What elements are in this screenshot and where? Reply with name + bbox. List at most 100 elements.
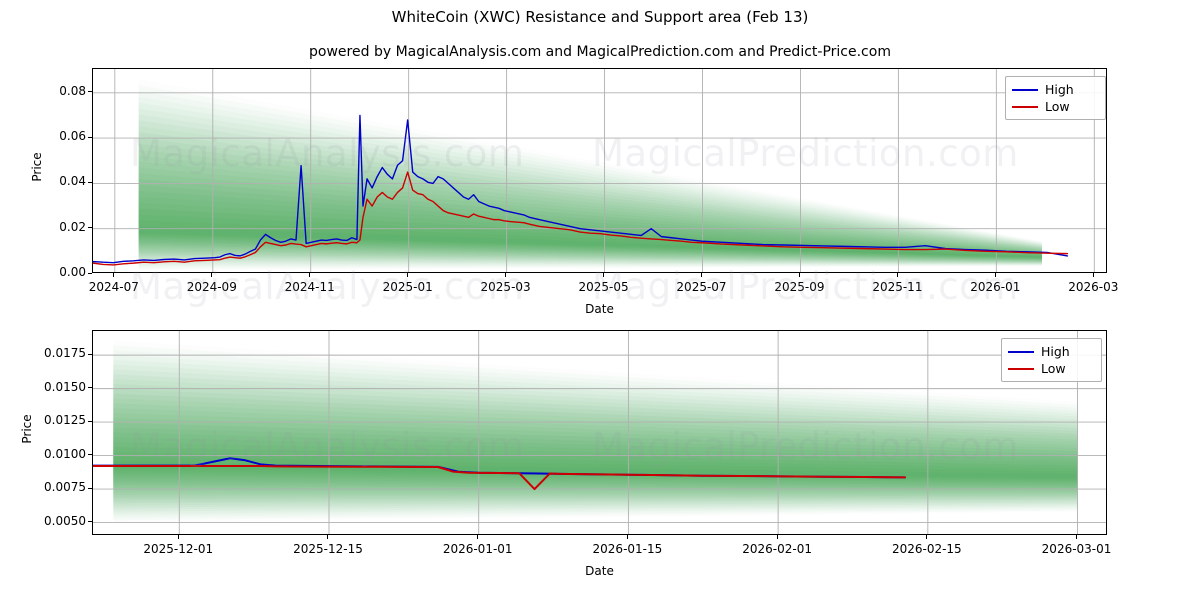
top-chart-panel — [92, 68, 1107, 273]
x-tick-label: 2025-05 — [578, 280, 629, 294]
series-line-low — [93, 465, 906, 491]
x-tick-mark — [994, 273, 996, 277]
page-title: WhiteCoin (XWC) Resistance and Support a… — [391, 8, 809, 26]
y-tick-mark — [88, 272, 92, 274]
gridlines — [93, 69, 1106, 272]
band-layer — [113, 408, 1078, 494]
band-layer — [113, 398, 1078, 497]
x-tick-label: 2025-12-15 — [293, 542, 363, 556]
band-layer — [138, 202, 1043, 259]
y-tick-label: 0.02 — [59, 219, 86, 234]
band-layer — [138, 114, 1043, 264]
y-tick-label: 0.0150 — [44, 379, 86, 394]
band-layer — [113, 413, 1078, 492]
bottom-chart-legend: High Low — [1001, 338, 1102, 382]
band-layer — [138, 155, 1043, 262]
legend-swatch-low — [1012, 105, 1038, 108]
x-tick-label: 2026-03-01 — [1041, 542, 1112, 556]
legend-entry-low-2: Low — [1008, 360, 1094, 377]
legend-label-high: High — [1041, 344, 1070, 359]
legend-entry-low: Low — [1012, 98, 1098, 115]
band-layer — [138, 185, 1043, 260]
legend-swatch-low — [1008, 367, 1034, 370]
y-tick-mark — [88, 420, 92, 422]
x-tick-label: 2026-01 — [970, 280, 1021, 294]
y-tick-mark — [88, 387, 92, 389]
x-tick-mark — [626, 535, 628, 539]
y-tick-label: 0.06 — [59, 129, 86, 144]
gridlines — [93, 331, 1106, 534]
y-tick-label: 0.0175 — [44, 346, 86, 361]
y-tick-label: 0.0050 — [44, 513, 86, 528]
x-tick-label: 2024-07 — [88, 280, 139, 294]
top-plot-area — [92, 68, 1107, 273]
band-layer — [138, 220, 1043, 258]
bottom-chart-svg — [93, 331, 1106, 534]
band-layer — [113, 451, 1078, 482]
y-tick-label: 0.00 — [59, 265, 86, 279]
legend-entry-high-2: High — [1008, 343, 1094, 360]
x-tick-mark — [477, 535, 479, 539]
y-tick-label: 0.0075 — [44, 480, 86, 495]
x-tick-mark — [1076, 535, 1078, 539]
y-tick-mark — [88, 454, 92, 456]
legend-label-low: Low — [1041, 361, 1066, 376]
x-tick-mark — [407, 273, 409, 277]
x-tick-mark — [113, 273, 115, 277]
x-tick-label: 2025-03 — [480, 280, 531, 294]
support-resistance-band — [113, 369, 1078, 510]
series-line-high — [93, 114, 1069, 264]
x-tick-label: 2025-01 — [382, 280, 433, 294]
x-tick-mark — [177, 535, 179, 539]
x-tick-mark — [505, 273, 507, 277]
band-layer — [113, 437, 1078, 486]
x-tick-label: 2024-11 — [284, 280, 335, 294]
bottom-chart-panel — [92, 330, 1107, 535]
bottom-plot-area — [92, 330, 1107, 535]
y-tick-mark — [88, 227, 92, 229]
x-tick-label: 2026-01-15 — [592, 542, 663, 556]
band-layer — [113, 456, 1078, 480]
y-tick-label: 0.04 — [59, 174, 86, 189]
x-tick-mark — [776, 535, 778, 539]
band-layer — [113, 442, 1078, 484]
band-layer — [138, 143, 1043, 263]
x-tick-mark — [603, 273, 605, 277]
legend-entry-high: High — [1012, 81, 1098, 98]
y-tick-mark — [88, 136, 92, 138]
legend-swatch-high — [1008, 350, 1034, 353]
x-tick-label: 2026-01-01 — [442, 542, 513, 556]
band-layer — [138, 138, 1043, 263]
legend-label-low: Low — [1045, 99, 1070, 114]
bottom-x-axis-label: Date — [585, 564, 614, 578]
x-tick-mark — [798, 273, 800, 277]
x-tick-mark — [1092, 273, 1094, 277]
top-chart-legend: High Low — [1005, 76, 1106, 120]
x-tick-mark — [309, 273, 311, 277]
page-subtitle: powered by MagicalAnalysis.com and Magic… — [309, 44, 891, 60]
band-layer — [113, 369, 1078, 510]
band-layer — [113, 388, 1078, 501]
x-tick-label: 2026-02-01 — [742, 542, 812, 556]
band-layer — [138, 226, 1043, 258]
band-layer — [113, 427, 1078, 488]
legend-label-high: High — [1045, 82, 1074, 97]
x-tick-label: 2025-09 — [774, 280, 825, 294]
y-tick-mark — [88, 181, 92, 183]
band-layer — [113, 417, 1078, 491]
y-tick-mark — [88, 487, 92, 489]
series-line-low — [93, 171, 1069, 266]
y-tick-label: 0.0100 — [44, 446, 86, 461]
y-tick-mark — [88, 353, 92, 355]
y-tick-mark — [88, 91, 92, 93]
x-tick-mark — [211, 273, 213, 277]
support-resistance-band — [138, 114, 1043, 264]
x-tick-label: 2026-02-15 — [891, 542, 962, 556]
band-layer — [113, 383, 1078, 504]
top-chart-svg — [93, 69, 1106, 272]
band-layer — [138, 161, 1043, 262]
band-layer — [138, 167, 1043, 261]
band-layer — [138, 132, 1043, 263]
y-tick-label: 0.0125 — [44, 413, 86, 428]
